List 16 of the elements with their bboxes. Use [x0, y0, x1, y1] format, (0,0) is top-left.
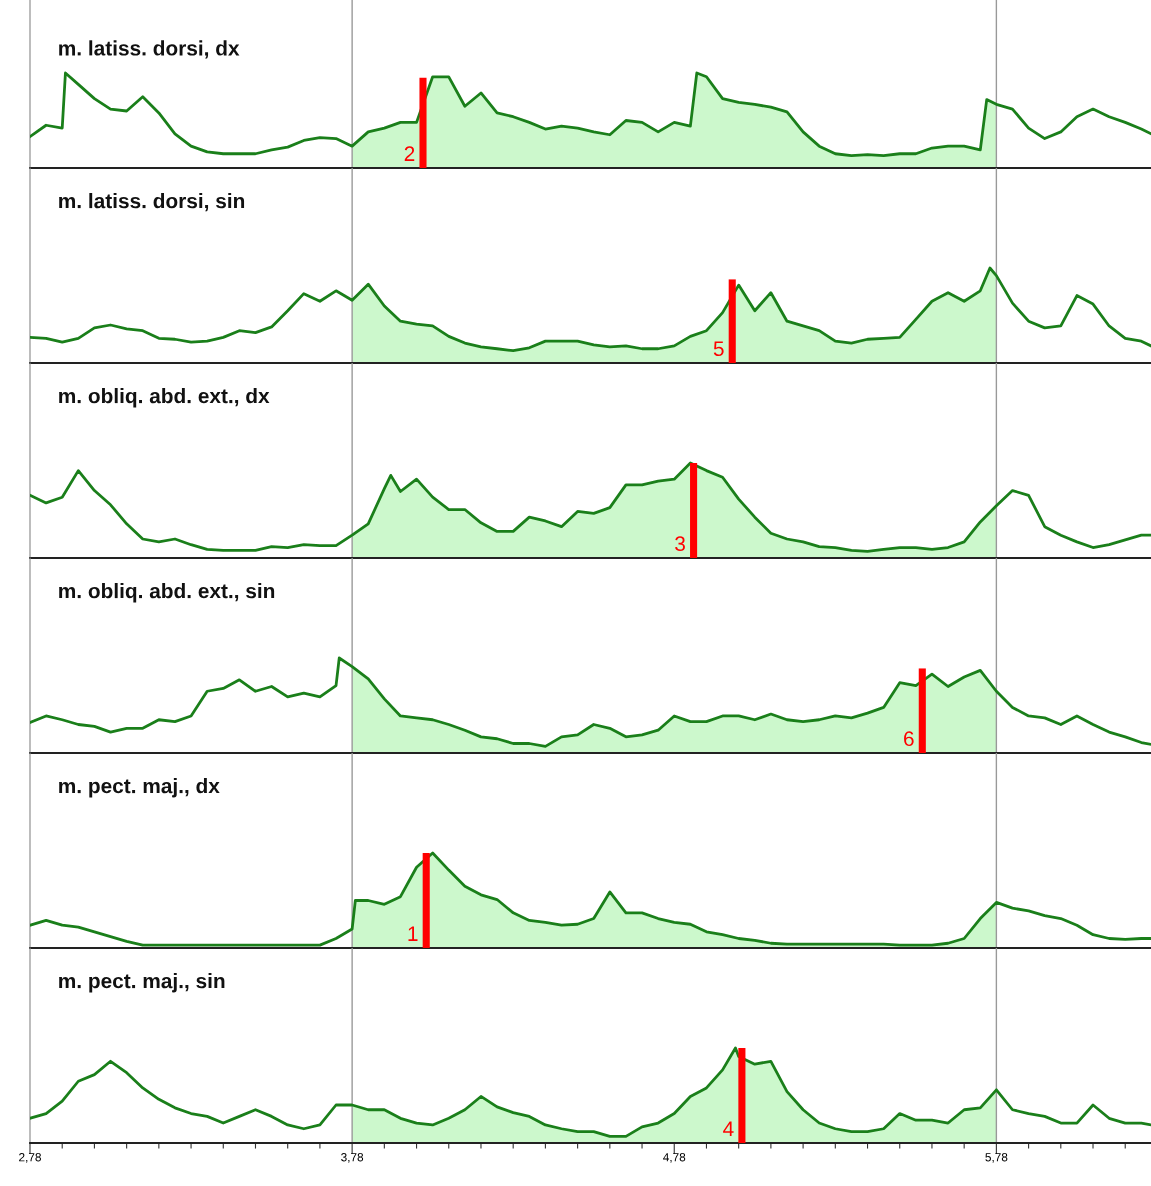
annotation: 1 — [408, 926, 418, 941]
chart-title: m. pect. maj., sin — [59, 973, 225, 993]
annotation: 5 — [713, 341, 724, 357]
chart-title: m. obliq. abd. ext., sin — [59, 583, 275, 603]
x-tick-label: 2,78 — [19, 1153, 41, 1163]
chart-title: m. pect. maj., dx — [59, 778, 220, 798]
chart-title: m. obliq. abd. ext., dx — [59, 388, 270, 408]
x-tick-label: 5,78 — [985, 1153, 1008, 1163]
annotation: 4 — [723, 1121, 734, 1136]
annotation: 2 — [404, 146, 415, 161]
annotation: 3 — [675, 536, 685, 552]
chart-title: m. latiss. dorsi, dx — [59, 40, 240, 59]
annotation: 6 — [904, 731, 914, 747]
x-tick-label: 4,78 — [663, 1153, 686, 1163]
chart-title: m. latiss. dorsi, sin — [59, 193, 245, 212]
x-tick-label: 3,78 — [341, 1153, 364, 1163]
